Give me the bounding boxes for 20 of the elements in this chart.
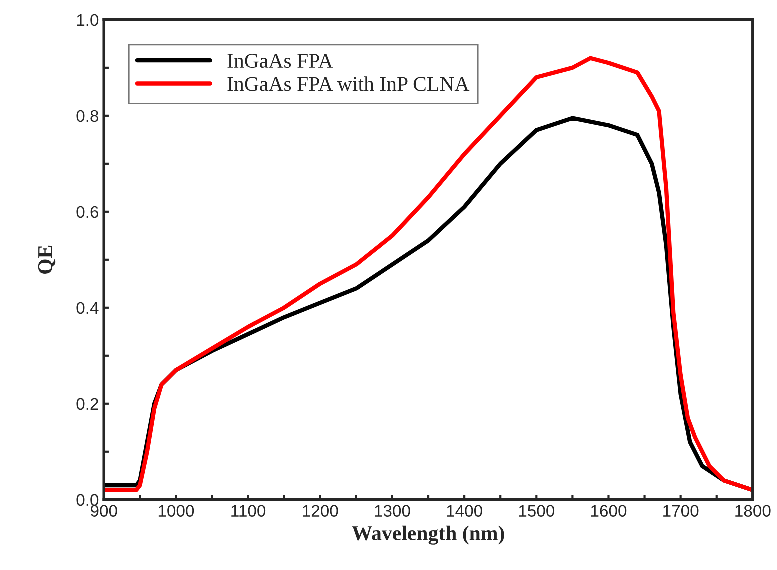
y-tick-label: 1.0 xyxy=(77,14,99,26)
y-tick-label: 0.8 xyxy=(76,110,99,122)
y-tick-label: 0.2 xyxy=(76,398,98,410)
y-axis-title: QE xyxy=(38,246,56,274)
x-tick-label: 1000 xyxy=(158,505,194,517)
x-tick-label: 1400 xyxy=(447,505,482,517)
x-tick-label: 1100 xyxy=(232,505,266,517)
x-tick-label: 1500 xyxy=(519,505,555,517)
x-tick-label: 1600 xyxy=(591,505,627,517)
legend-label: InGaAs FPA with InP CLNA xyxy=(228,76,470,92)
y-tick-label: 0.4 xyxy=(76,302,99,314)
legend-label: InGaAs FPA xyxy=(228,54,334,68)
x-tick-label: 1200 xyxy=(303,505,338,517)
x-axis-title: Wavelength (nm) xyxy=(352,526,504,545)
x-tick-label: 1300 xyxy=(375,505,410,517)
x-tick-label: 1800 xyxy=(736,505,771,517)
y-tick-label: 0.6 xyxy=(76,206,99,218)
y-tick-label: 0.0 xyxy=(76,494,99,506)
x-tick-label: 900 xyxy=(90,505,118,517)
x-tick-label: 1700 xyxy=(664,505,699,517)
